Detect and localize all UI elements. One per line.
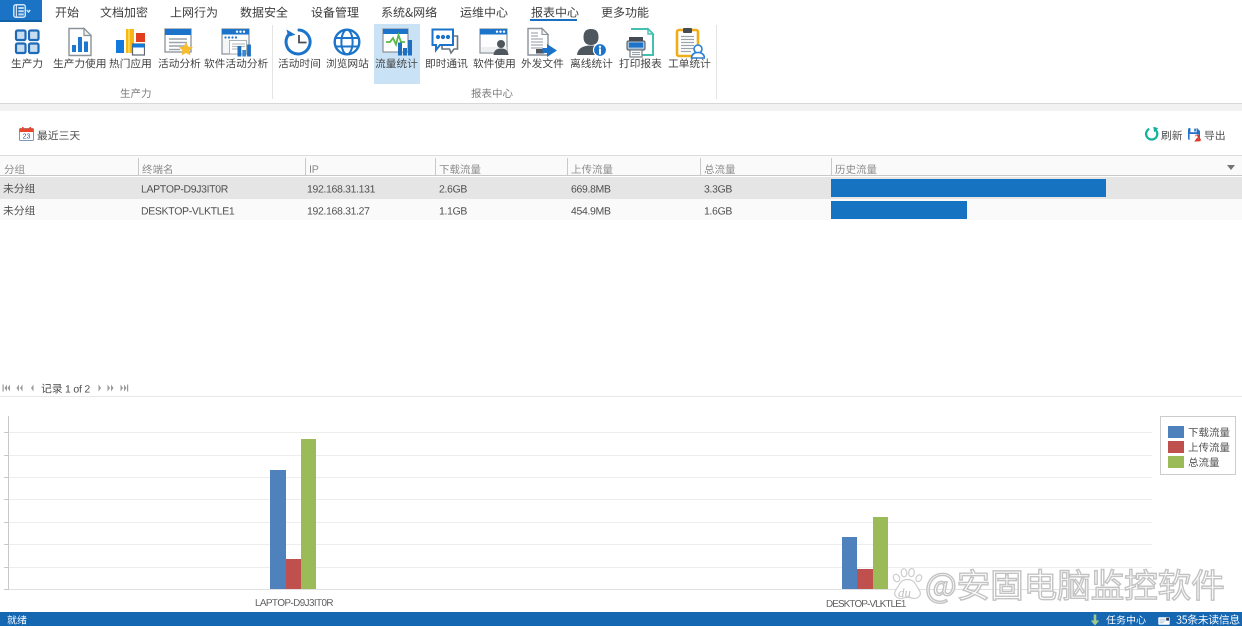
svg-text:du: du	[898, 585, 912, 600]
svg-text:23: 23	[23, 134, 31, 141]
